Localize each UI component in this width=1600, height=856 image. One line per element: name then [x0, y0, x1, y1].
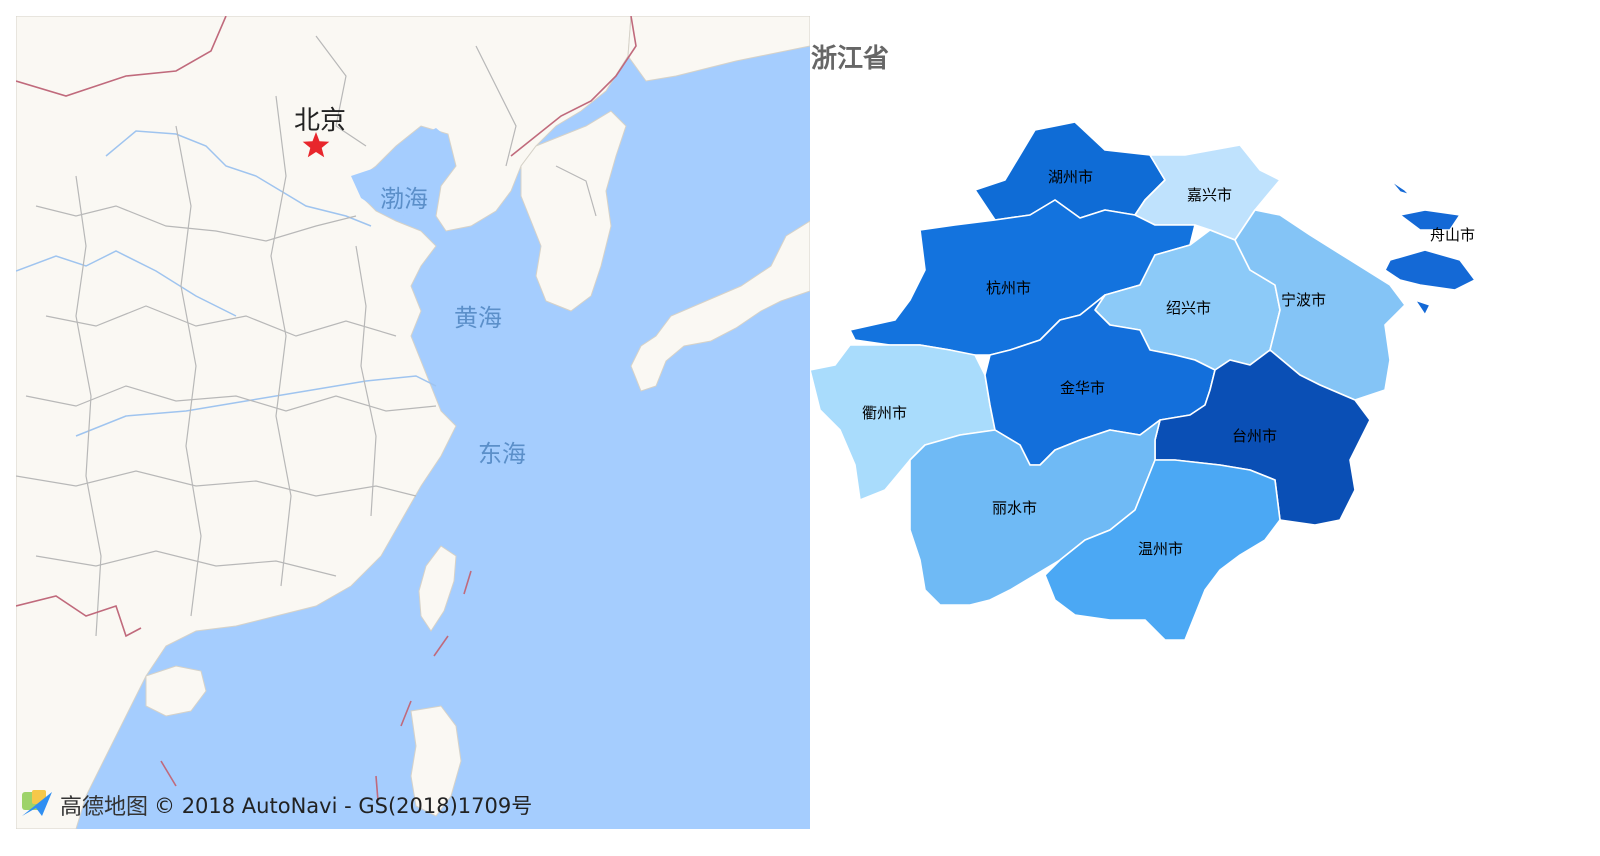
river	[16, 250, 237, 317]
land-hainan	[145, 665, 207, 717]
sea-label-huanghai: 黄海	[454, 304, 502, 332]
river	[105, 130, 372, 227]
region-zhoushan[interactable]	[1384, 179, 1476, 316]
capital-label: 北京	[294, 106, 347, 136]
international-borders	[16, 16, 637, 802]
river	[75, 375, 437, 437]
chart-title: 浙江省	[811, 44, 890, 74]
land-japan	[630, 220, 810, 392]
land-luzon	[410, 705, 462, 817]
map-copyright[interactable]: © 2018 AutoNavi - GS(2018)1709号	[154, 794, 533, 818]
region-label-jiaxing: 嘉兴市	[1187, 186, 1232, 204]
region-label-ningbo: 宁波市	[1281, 291, 1326, 309]
map-attribution: 高德地图 © 2018 AutoNavi - GS(2018)1709号	[20, 788, 533, 823]
land-korea	[520, 110, 627, 312]
land-taiwan	[418, 545, 457, 632]
region-label-taizhou: 台州市	[1232, 427, 1277, 445]
region-ningbo[interactable]	[1234, 209, 1406, 401]
amap-logo-icon[interactable]	[20, 788, 54, 823]
region-label-zhoushan: 舟山市	[1430, 226, 1475, 244]
region-label-lishui: 丽水市	[992, 499, 1037, 517]
land-mainland	[16, 16, 632, 829]
base-map-canvas[interactable]	[16, 16, 810, 829]
sea-label-bohai: 渤海	[380, 185, 428, 213]
region-wenzhou[interactable]	[1044, 459, 1281, 641]
region-label-huzhou: 湖州市	[1048, 168, 1093, 186]
region-label-hangzhou: 杭州市	[986, 279, 1031, 297]
capital-star-icon[interactable]	[302, 132, 330, 158]
region-label-shaoxing: 绍兴市	[1166, 299, 1211, 317]
region-label-jinhua: 金华市	[1060, 379, 1105, 397]
province-boundaries	[16, 35, 597, 637]
bohai-sea	[351, 128, 448, 221]
zhejiang-choropleth[interactable]: 湖州市 嘉兴市 杭州市 绍兴市 宁波市 舟山市 衢州市 金华市 台州市 丽水市 …	[810, 100, 1590, 660]
sea-label-donghai: 东海	[478, 440, 526, 468]
region-label-quzhou: 衢州市	[862, 404, 907, 422]
land-northeast	[627, 16, 810, 82]
region-label-wenzhou: 温州市	[1138, 540, 1183, 558]
base-map[interactable]: 北京 渤海 黄海 东海	[16, 16, 810, 829]
amap-logo-text: 高德地图	[60, 795, 149, 820]
